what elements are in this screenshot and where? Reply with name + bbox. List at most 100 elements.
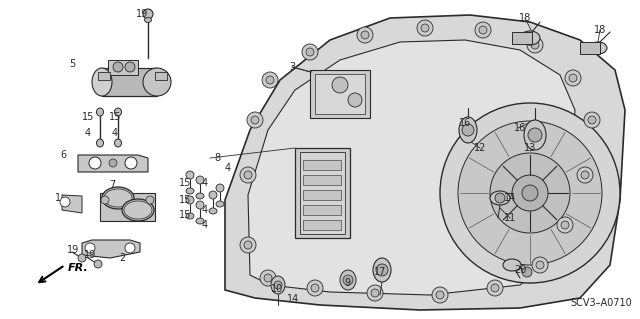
Text: 15: 15 xyxy=(179,210,191,220)
Text: 5: 5 xyxy=(69,59,75,69)
Circle shape xyxy=(527,37,543,53)
Circle shape xyxy=(458,121,602,265)
Circle shape xyxy=(274,281,282,289)
Polygon shape xyxy=(82,240,140,258)
Text: 13: 13 xyxy=(524,143,536,153)
Text: 4: 4 xyxy=(85,128,91,138)
Ellipse shape xyxy=(196,176,204,184)
Circle shape xyxy=(146,196,154,204)
Ellipse shape xyxy=(186,196,194,204)
Circle shape xyxy=(311,284,319,292)
Text: 6: 6 xyxy=(60,150,66,160)
Circle shape xyxy=(240,237,256,253)
Ellipse shape xyxy=(115,108,122,116)
Text: 9: 9 xyxy=(344,278,350,288)
Circle shape xyxy=(462,124,474,136)
Circle shape xyxy=(512,175,548,211)
Bar xyxy=(155,72,167,80)
Circle shape xyxy=(536,261,544,269)
Circle shape xyxy=(94,260,102,268)
Circle shape xyxy=(569,74,577,82)
Polygon shape xyxy=(62,195,82,213)
Ellipse shape xyxy=(459,117,477,143)
Bar xyxy=(100,193,155,221)
Text: 4: 4 xyxy=(202,220,208,230)
Circle shape xyxy=(584,112,600,128)
Ellipse shape xyxy=(186,213,194,219)
Circle shape xyxy=(125,157,137,169)
Text: 7: 7 xyxy=(109,180,115,190)
Circle shape xyxy=(357,27,373,43)
Ellipse shape xyxy=(102,187,134,209)
Text: 4: 4 xyxy=(202,205,208,215)
Circle shape xyxy=(495,193,505,203)
Ellipse shape xyxy=(115,139,122,147)
Ellipse shape xyxy=(143,68,171,96)
Circle shape xyxy=(577,167,593,183)
Circle shape xyxy=(490,153,570,233)
Ellipse shape xyxy=(209,208,217,214)
Bar xyxy=(512,32,532,44)
Text: SCV3–A0710: SCV3–A0710 xyxy=(570,298,632,308)
Ellipse shape xyxy=(196,218,204,224)
Ellipse shape xyxy=(216,184,224,192)
Circle shape xyxy=(436,291,444,299)
Circle shape xyxy=(251,116,259,124)
Text: 4: 4 xyxy=(225,163,231,173)
Bar xyxy=(303,220,341,230)
Text: 4: 4 xyxy=(202,178,208,188)
Ellipse shape xyxy=(196,193,204,199)
Circle shape xyxy=(522,185,538,201)
Circle shape xyxy=(125,62,135,72)
Ellipse shape xyxy=(122,199,154,221)
Circle shape xyxy=(565,70,581,86)
Ellipse shape xyxy=(186,171,194,179)
Circle shape xyxy=(532,257,548,273)
Circle shape xyxy=(306,48,314,56)
Circle shape xyxy=(60,197,70,207)
Text: 16: 16 xyxy=(514,123,526,133)
Text: 19: 19 xyxy=(136,9,148,19)
Ellipse shape xyxy=(186,188,194,194)
Bar xyxy=(108,60,138,75)
Text: 14: 14 xyxy=(504,193,516,203)
Circle shape xyxy=(487,280,503,296)
Text: 18: 18 xyxy=(594,25,606,35)
Circle shape xyxy=(432,287,448,303)
Polygon shape xyxy=(225,15,625,310)
Text: 8: 8 xyxy=(214,153,220,163)
Circle shape xyxy=(557,217,573,233)
Ellipse shape xyxy=(97,108,104,116)
Bar xyxy=(102,68,157,96)
Bar xyxy=(303,190,341,200)
Circle shape xyxy=(264,274,272,282)
Ellipse shape xyxy=(104,189,132,207)
Circle shape xyxy=(85,243,95,253)
Ellipse shape xyxy=(271,276,285,294)
Text: 15: 15 xyxy=(179,195,191,205)
Text: 2: 2 xyxy=(119,253,125,263)
Bar xyxy=(98,72,110,80)
Ellipse shape xyxy=(520,31,540,45)
Ellipse shape xyxy=(524,120,546,150)
Bar xyxy=(580,42,600,54)
Circle shape xyxy=(531,41,539,49)
Circle shape xyxy=(266,76,274,84)
Bar xyxy=(303,205,341,215)
Circle shape xyxy=(260,270,276,286)
Circle shape xyxy=(367,285,383,301)
Circle shape xyxy=(78,254,86,262)
Ellipse shape xyxy=(373,258,391,282)
Circle shape xyxy=(421,24,429,32)
Text: FR.: FR. xyxy=(68,263,89,273)
Circle shape xyxy=(561,221,569,229)
Text: 14: 14 xyxy=(287,294,299,304)
Polygon shape xyxy=(248,40,575,295)
Ellipse shape xyxy=(145,18,152,23)
Bar xyxy=(315,74,365,114)
Circle shape xyxy=(244,241,252,249)
Text: 11: 11 xyxy=(504,213,516,223)
Text: 15: 15 xyxy=(82,112,94,122)
Text: 10: 10 xyxy=(271,284,283,294)
Circle shape xyxy=(376,264,388,276)
